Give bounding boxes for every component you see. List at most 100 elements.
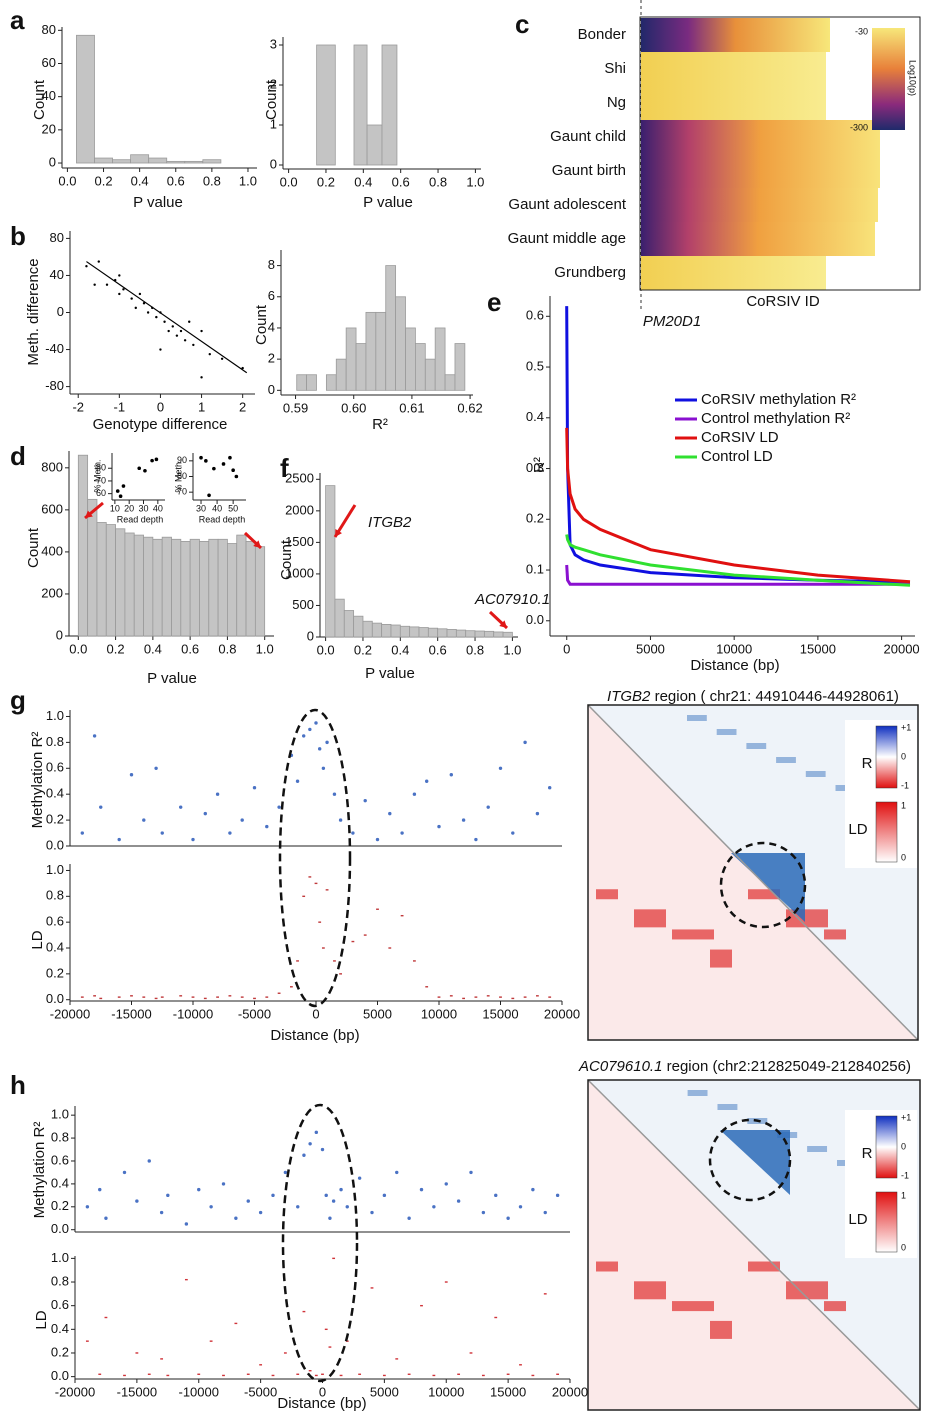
y-tick-label: 0.2 bbox=[46, 965, 64, 980]
point bbox=[93, 283, 96, 286]
y-axis-label: Count bbox=[253, 304, 270, 345]
bar bbox=[427, 627, 439, 638]
point bbox=[486, 805, 490, 809]
y-tick-label: 60 bbox=[42, 55, 56, 70]
x-tick-label: 0.4 bbox=[131, 173, 149, 188]
y-tick-label: 0 bbox=[270, 156, 277, 171]
x-tick-label: 0.4 bbox=[354, 174, 372, 189]
point bbox=[130, 995, 133, 997]
ld-colorbar bbox=[875, 1191, 898, 1253]
line bbox=[565, 427, 911, 584]
y-tick-label: 2 bbox=[268, 351, 275, 366]
point bbox=[228, 831, 232, 835]
bar bbox=[385, 265, 397, 391]
x-tick-label: -1 bbox=[114, 399, 126, 414]
point bbox=[221, 1182, 226, 1186]
point bbox=[296, 960, 299, 962]
y-tick-label: 90 bbox=[177, 455, 187, 465]
bar bbox=[355, 343, 367, 391]
x-tick-label: 10000 bbox=[716, 641, 752, 656]
bar bbox=[105, 524, 116, 637]
bar bbox=[455, 629, 467, 638]
point bbox=[147, 1159, 151, 1163]
point bbox=[543, 1210, 547, 1215]
point bbox=[85, 1340, 89, 1342]
point bbox=[118, 494, 123, 498]
r-colorbar bbox=[875, 1115, 898, 1179]
point bbox=[351, 831, 355, 835]
point bbox=[332, 1257, 336, 1260]
point bbox=[271, 1374, 275, 1377]
point bbox=[155, 315, 158, 319]
bar bbox=[395, 296, 406, 391]
bar bbox=[405, 327, 416, 391]
bar bbox=[94, 157, 113, 164]
point bbox=[437, 824, 441, 829]
y-axis-label: Meth. difference bbox=[25, 258, 42, 365]
bar bbox=[115, 528, 126, 637]
bar bbox=[161, 536, 172, 637]
point bbox=[474, 837, 478, 842]
point bbox=[338, 818, 343, 822]
legend-label: Control methylation R² bbox=[701, 410, 850, 427]
point bbox=[222, 1374, 225, 1377]
point bbox=[308, 1142, 312, 1146]
point bbox=[197, 1373, 201, 1375]
bar bbox=[202, 159, 222, 164]
x-tick-label: 0 bbox=[157, 399, 164, 414]
annotation: ITGB2 bbox=[368, 514, 412, 531]
heatmap-row bbox=[641, 154, 880, 188]
x-tick-label: 15000 bbox=[800, 641, 836, 656]
bar bbox=[199, 540, 210, 637]
panel-label: e bbox=[487, 287, 501, 317]
bar bbox=[437, 628, 448, 638]
x-tick-label: 0.8 bbox=[466, 642, 484, 657]
y-tick-label: 1.0 bbox=[51, 1250, 69, 1265]
x-tick-label: 20000 bbox=[884, 641, 920, 656]
y-tick-label: 0 bbox=[49, 154, 56, 169]
point bbox=[325, 889, 329, 891]
row-label: Shi bbox=[604, 60, 626, 77]
point bbox=[215, 792, 220, 796]
y-tick-label: 3 bbox=[270, 36, 277, 51]
point bbox=[93, 995, 96, 997]
legend-tick-label: +1 bbox=[901, 722, 911, 732]
y-tick-label: 80 bbox=[177, 471, 187, 481]
y-tick-label: 0.3 bbox=[526, 460, 544, 475]
point bbox=[432, 1374, 436, 1377]
bar bbox=[130, 154, 150, 164]
y-tick-label: 0.6 bbox=[51, 1152, 69, 1167]
x-tick-label: 30 bbox=[196, 503, 206, 513]
diagonal bbox=[587, 704, 919, 1041]
y-tick-label: 0.4 bbox=[46, 786, 64, 801]
bar bbox=[365, 311, 377, 391]
y-tick-label: 4 bbox=[268, 319, 275, 334]
point bbox=[444, 1182, 448, 1186]
point bbox=[548, 786, 552, 790]
y-tick-label: 80 bbox=[42, 22, 56, 37]
arrow-head bbox=[335, 529, 342, 537]
bar bbox=[236, 534, 247, 637]
bar bbox=[424, 358, 436, 391]
point bbox=[444, 1281, 448, 1283]
r-block bbox=[717, 1104, 738, 1110]
bar bbox=[96, 522, 107, 637]
y-tick-label: 1000 bbox=[285, 565, 314, 580]
x-tick-label: 0 bbox=[312, 1006, 319, 1021]
point bbox=[216, 996, 219, 998]
point bbox=[241, 366, 244, 370]
y-tick-label: 1.0 bbox=[46, 862, 64, 877]
point bbox=[159, 348, 162, 351]
bar bbox=[381, 623, 392, 638]
point bbox=[99, 997, 103, 1000]
point bbox=[137, 466, 142, 471]
arrow-head bbox=[85, 510, 93, 518]
point bbox=[228, 995, 232, 997]
point bbox=[494, 1316, 498, 1319]
row-label: Bonder bbox=[578, 26, 626, 43]
point bbox=[123, 1374, 126, 1377]
point bbox=[400, 914, 404, 917]
point bbox=[413, 960, 416, 962]
point bbox=[246, 1373, 250, 1375]
point bbox=[143, 468, 147, 473]
